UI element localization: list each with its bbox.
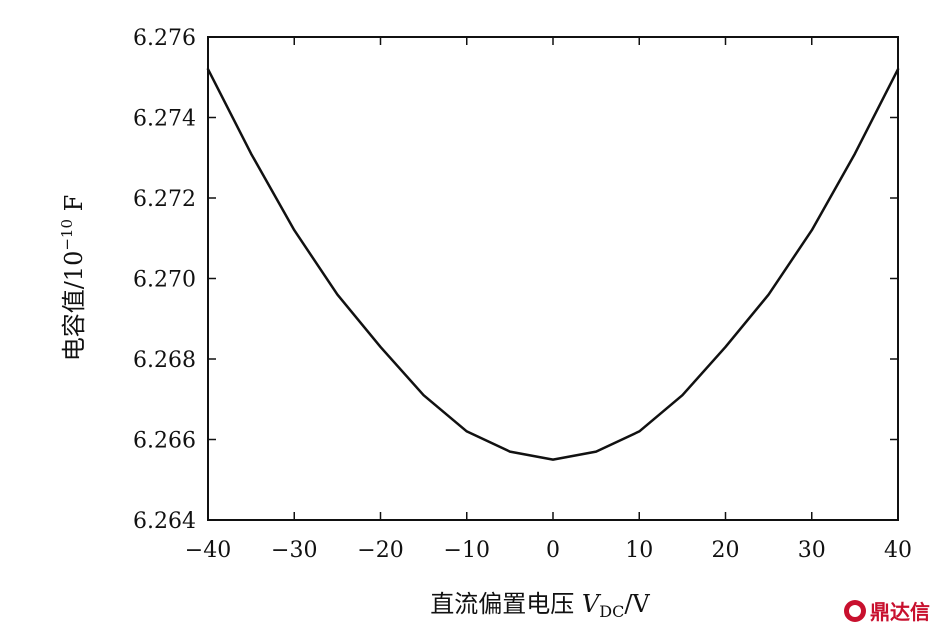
x-tick-label: −30 (271, 538, 317, 563)
y-tick-label: 6.266 (133, 429, 196, 454)
series-layer (206, 67, 900, 461)
x-tick-label: 0 (546, 538, 560, 563)
plot-area (207, 36, 899, 521)
x-tick-label: −40 (185, 538, 231, 563)
y-tick-label: 6.274 (133, 107, 196, 132)
y-axis: 6.264 6.266 6.268 6.270 6.272 6.274 6.276 (133, 26, 898, 534)
x-axis: −40 −30 −20 −10 0 10 20 30 40 (185, 37, 912, 563)
y-tick-label: 6.264 (133, 509, 196, 534)
plot-frame (207, 36, 899, 521)
series-line (206, 67, 900, 461)
y-tick-label: 6.268 (133, 348, 196, 373)
y-tick-label: 6.276 (133, 26, 196, 51)
x-axis-title: 直流偏置电压 VDC/V (430, 590, 650, 621)
y-tick-label: 6.272 (133, 187, 196, 212)
x-tick-label: 10 (625, 538, 653, 563)
x-tick-label: 20 (712, 538, 740, 563)
watermark-logo-icon (844, 599, 866, 622)
watermark-text: 鼎达信 (870, 600, 930, 624)
x-tick-label: −10 (444, 538, 490, 563)
x-tick-label: −20 (357, 538, 403, 563)
y-tick-label: 6.270 (133, 268, 196, 293)
x-tick-label: 40 (884, 538, 912, 563)
watermark: 鼎达信 (844, 596, 930, 625)
x-tick-label: 30 (798, 538, 826, 563)
y-axis-title: 电容值/10−10 F (58, 195, 88, 362)
